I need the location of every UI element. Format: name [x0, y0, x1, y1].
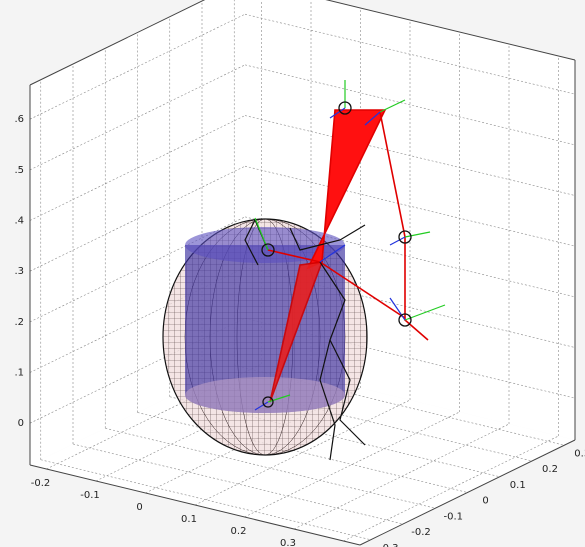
z-tick-label: .1	[14, 368, 24, 379]
x-tick-label: 0.3	[280, 538, 296, 547]
y-tick-label: 0.1	[510, 480, 526, 491]
y-tick-label: 0	[482, 496, 488, 507]
z-tick-label: .3	[14, 266, 24, 277]
z-tick-label: .2	[14, 317, 24, 328]
x-tick-label: 0.1	[181, 514, 197, 525]
z-tick-label: .6	[14, 114, 24, 125]
x-tick-label: -0.1	[80, 490, 100, 501]
y-tick-label: 0.2	[542, 464, 558, 475]
y-tick-label: -0.3	[379, 543, 399, 547]
y-tick-label: 0.3	[574, 448, 585, 459]
x-tick-label: 0.2	[231, 526, 247, 537]
y-tick-label: -0.1	[443, 511, 463, 522]
z-tick-label: .4	[14, 216, 24, 227]
z-tick-label: .5	[14, 165, 24, 176]
x-tick-label: 0	[136, 502, 142, 513]
x-tick-label: -0.2	[31, 478, 51, 489]
z-tick-label: 0	[18, 418, 24, 429]
y-tick-label: -0.2	[411, 527, 431, 538]
figure: -0.2 -0.1 0 0.1 0.2 0.3 0 .4 -0.3 -0.2 -0.1 0 0.1 0.2…	[0, 0, 585, 547]
